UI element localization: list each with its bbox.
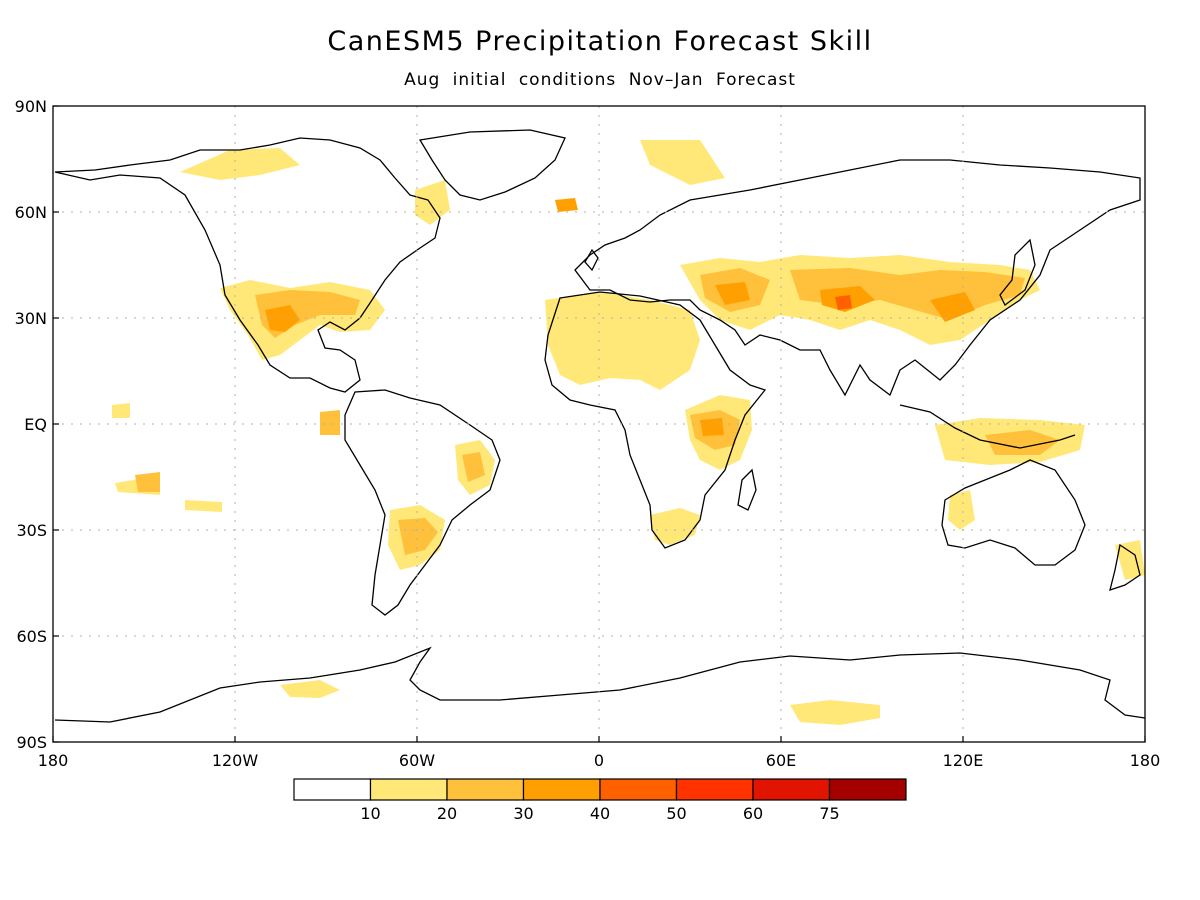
colorbar-label: 10 bbox=[360, 804, 380, 823]
skill-region-south-africa bbox=[650, 508, 700, 545]
lon-tick-label: 180 bbox=[1130, 751, 1161, 770]
coastline-australia bbox=[941, 459, 1086, 566]
skill-shading-layer bbox=[112, 140, 1145, 725]
lon-tick-label: 120W bbox=[212, 751, 259, 770]
colorbar-label: 50 bbox=[666, 804, 686, 823]
lon-tick-label: 60E bbox=[766, 751, 796, 770]
colorbar-label: 30 bbox=[513, 804, 533, 823]
lat-tick-label: 30N bbox=[15, 309, 47, 328]
lon-tick-label: 0 bbox=[594, 751, 604, 770]
skill-region-arctic bbox=[180, 148, 300, 180]
skill-region-pacific1 bbox=[112, 403, 130, 418]
skill-peak-asia3 bbox=[930, 292, 975, 322]
lat-tick-label: 90N bbox=[15, 97, 47, 116]
skill-core-pac2 bbox=[135, 472, 160, 492]
colorbar-swatch bbox=[828, 778, 907, 801]
skill-region-africa bbox=[545, 292, 700, 390]
coastline-uk bbox=[584, 248, 599, 272]
skill-region-antarctic-w bbox=[280, 680, 340, 698]
skill-region-siberia bbox=[640, 140, 725, 185]
map-subtitle: Aug initial conditions Nov–Jan Forecast bbox=[404, 70, 796, 90]
skill-core-maritime bbox=[985, 430, 1060, 455]
gridline-layer bbox=[53, 106, 1145, 742]
coastline-madagascar bbox=[737, 468, 757, 511]
tick-label-layer: 180 120W 60W 0 60E 120E 180 90N 60N 30N EQ 30S 60S 90… bbox=[15, 97, 1161, 770]
skill-core-sa-east bbox=[462, 452, 485, 482]
coastline-north-america bbox=[54, 137, 441, 393]
colorbar-swatch bbox=[675, 778, 754, 801]
skill-core-sa bbox=[398, 518, 438, 555]
skill-region-australia bbox=[948, 490, 975, 530]
coastline-europe bbox=[574, 159, 1141, 397]
colorbar-label: 40 bbox=[590, 804, 610, 823]
colorbar-label: 20 bbox=[437, 804, 457, 823]
coastline-antarctica bbox=[54, 646, 1146, 723]
colorbar-swatch bbox=[522, 778, 601, 801]
lon-tick-label: 120E bbox=[943, 751, 984, 770]
colorbar-swatch bbox=[446, 778, 525, 801]
lon-tick-label: 180 bbox=[38, 751, 69, 770]
skill-region-antarctic bbox=[790, 700, 880, 725]
colorbar-swatch bbox=[293, 778, 372, 801]
skill-peak-eafrica bbox=[700, 418, 724, 436]
skill-peak-greenland bbox=[555, 198, 578, 212]
coastline-nz bbox=[1109, 543, 1141, 591]
colorbar-label: 60 bbox=[743, 804, 763, 823]
lat-tick-label: 30S bbox=[16, 521, 47, 540]
skill-peak-asia1 bbox=[715, 282, 750, 305]
map-title: CanESM5 Precipitation Forecast Skill bbox=[327, 26, 873, 57]
lat-tick-label: EQ bbox=[24, 415, 47, 434]
colorbar-swatch bbox=[369, 778, 448, 801]
skill-region-nz bbox=[1115, 540, 1145, 580]
colorbar-swatch bbox=[752, 778, 831, 801]
coastline-japan bbox=[999, 238, 1036, 306]
skill-peak-na bbox=[265, 305, 300, 332]
lat-tick-label: 60N bbox=[15, 203, 47, 222]
skill-region-greenland bbox=[415, 180, 450, 225]
skill-core-pac bbox=[320, 410, 340, 435]
skill-region-pacific3 bbox=[185, 500, 222, 512]
coastline-indonesia bbox=[899, 404, 1076, 449]
tick-mark-layer bbox=[52, 105, 1146, 743]
skill-max-asia bbox=[835, 295, 852, 310]
lat-tick-label: 60S bbox=[16, 627, 47, 646]
lon-tick-label: 60W bbox=[399, 751, 435, 770]
lat-tick-label: 90S bbox=[16, 733, 47, 752]
coastline-greenland bbox=[418, 129, 566, 201]
colorbar-label: 75 bbox=[819, 804, 839, 823]
colorbar: 10 20 30 40 50 60 75 bbox=[293, 778, 907, 823]
colorbar-swatch bbox=[599, 778, 678, 801]
